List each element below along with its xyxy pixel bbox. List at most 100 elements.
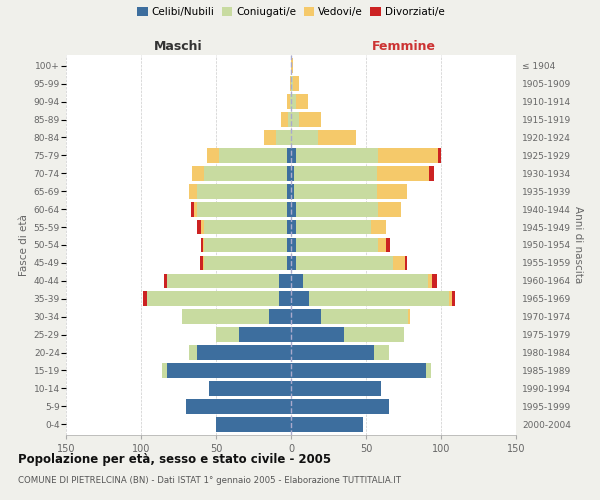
Bar [426, 363, 431, 378]
Bar [296, 94, 308, 109]
Bar [291, 256, 296, 270]
Bar [378, 238, 386, 252]
Bar [449, 292, 452, 306]
Bar [219, 148, 287, 162]
Bar [167, 363, 291, 378]
Bar [189, 184, 197, 198]
Text: COMUNE DI PIETRELCINA (BN) - Dati ISTAT 1° gennaio 2005 - Elaborazione TUTTITALI: COMUNE DI PIETRELCINA (BN) - Dati ISTAT … [18, 476, 401, 485]
Bar [204, 238, 287, 252]
Bar [209, 381, 291, 396]
Bar [378, 148, 438, 162]
Bar [191, 202, 193, 216]
Bar [199, 256, 203, 270]
Bar [373, 345, 389, 360]
Bar [291, 381, 381, 396]
Bar [299, 112, 321, 127]
Bar [201, 238, 203, 252]
Bar [296, 256, 393, 270]
Bar [281, 112, 288, 127]
Bar [291, 58, 293, 73]
Bar [192, 166, 204, 180]
Bar [197, 184, 287, 198]
Bar [291, 76, 293, 91]
Bar [296, 202, 378, 216]
Bar [291, 166, 294, 180]
Bar [321, 310, 408, 324]
Bar [287, 256, 291, 270]
Bar [239, 328, 291, 342]
Bar [377, 166, 429, 180]
Y-axis label: Fasce di età: Fasce di età [19, 214, 29, 276]
Bar [143, 292, 147, 306]
Bar [303, 274, 427, 288]
Bar [296, 220, 371, 234]
Bar [291, 130, 318, 145]
Bar [197, 220, 201, 234]
Bar [291, 148, 296, 162]
Bar [269, 310, 291, 324]
Text: Maschi: Maschi [154, 40, 203, 53]
Bar [264, 130, 276, 145]
Bar [279, 274, 291, 288]
Bar [452, 292, 455, 306]
Bar [408, 310, 409, 324]
Bar [309, 292, 449, 306]
Bar [287, 238, 291, 252]
Bar [429, 166, 433, 180]
Bar [290, 94, 291, 109]
Bar [287, 148, 291, 162]
Bar [147, 292, 279, 306]
Bar [203, 238, 204, 252]
Bar [291, 417, 363, 432]
Bar [186, 399, 291, 413]
Bar [343, 328, 404, 342]
Bar [216, 328, 239, 342]
Bar [293, 76, 299, 91]
Bar [427, 274, 432, 288]
Bar [291, 274, 303, 288]
Bar [294, 166, 377, 180]
Bar [167, 274, 279, 288]
Y-axis label: Anni di nascita: Anni di nascita [572, 206, 583, 284]
Bar [287, 202, 291, 216]
Bar [291, 202, 296, 216]
Bar [386, 238, 390, 252]
Bar [291, 112, 299, 127]
Bar [371, 220, 386, 234]
Bar [296, 238, 378, 252]
Bar [203, 256, 204, 270]
Bar [291, 363, 426, 378]
Bar [204, 220, 287, 234]
Bar [291, 328, 343, 342]
Bar [162, 363, 167, 378]
Text: Femmine: Femmine [371, 40, 436, 53]
Bar [432, 274, 437, 288]
Bar [287, 94, 290, 109]
Bar [290, 76, 291, 91]
Bar [287, 184, 291, 198]
Bar [207, 148, 219, 162]
Bar [216, 417, 291, 432]
Bar [291, 220, 296, 234]
Bar [163, 274, 167, 288]
Text: Popolazione per età, sesso e stato civile - 2005: Popolazione per età, sesso e stato civil… [18, 452, 331, 466]
Bar [438, 148, 441, 162]
Bar [377, 184, 407, 198]
Bar [197, 345, 291, 360]
Bar [189, 345, 197, 360]
Bar [182, 310, 269, 324]
Bar [296, 148, 378, 162]
Bar [291, 292, 309, 306]
Bar [288, 112, 291, 127]
Bar [276, 130, 291, 145]
Bar [291, 310, 321, 324]
Bar [204, 256, 287, 270]
Bar [291, 238, 296, 252]
Bar [204, 166, 287, 180]
Bar [197, 202, 287, 216]
Bar [291, 94, 296, 109]
Bar [291, 184, 294, 198]
Bar [393, 256, 405, 270]
Bar [279, 292, 291, 306]
Bar [378, 202, 401, 216]
